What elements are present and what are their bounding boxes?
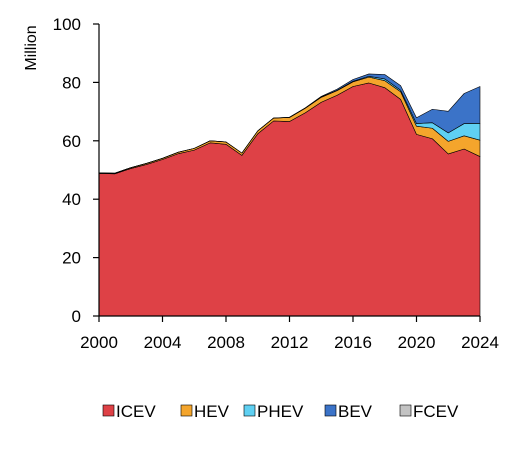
legend-label: HEV	[194, 402, 230, 421]
x-tick-label: 2016	[334, 333, 372, 352]
ticks-layer: 0 20 40 60 80 100 2000 2004 2008 2012 2016 2020 2024	[53, 15, 499, 352]
legend-item-fcev: FCEV	[399, 402, 459, 421]
legend-item-hev: HEV	[180, 402, 230, 421]
legend-swatch	[180, 404, 193, 417]
x-tick-label: 2020	[398, 333, 436, 352]
x-tick-label: 2000	[80, 333, 118, 352]
legend-label: FCEV	[413, 402, 459, 421]
y-tick-label: 80	[62, 73, 81, 92]
x-tick-label: 2008	[207, 333, 245, 352]
areas-layer	[98, 73, 481, 317]
y-axis-title: Million	[23, 25, 40, 70]
legend-label: BEV	[338, 402, 373, 421]
legend-swatch	[102, 404, 115, 417]
legend-swatch	[243, 404, 256, 417]
legend: ICEV HEV PHEV BEV FCEV	[102, 402, 459, 421]
legend-item-icev: ICEV	[102, 402, 156, 421]
legend-label: PHEV	[257, 402, 304, 421]
y-tick-label: 100	[53, 15, 81, 34]
y-tick-label: 40	[62, 190, 81, 209]
legend-item-bev: BEV	[324, 402, 373, 421]
x-tick-label: 2024	[461, 333, 499, 352]
legend-swatch	[324, 404, 337, 417]
area-bev	[98, 73, 481, 174]
y-tick-label: 20	[62, 249, 81, 268]
legend-swatch	[399, 404, 412, 417]
y-tick-label: 60	[62, 132, 81, 151]
legend-label: ICEV	[116, 402, 156, 421]
x-tick-label: 2012	[271, 333, 309, 352]
legend-item-phev: PHEV	[243, 402, 304, 421]
y-tick-label: 0	[72, 307, 81, 326]
x-tick-label: 2004	[144, 333, 182, 352]
